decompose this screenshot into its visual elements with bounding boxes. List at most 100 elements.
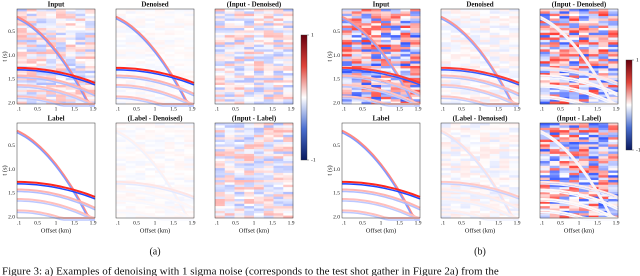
noise-cell	[264, 199, 274, 202]
noise-cell	[283, 14, 293, 17]
noise-cell	[490, 99, 500, 102]
noise-cell	[352, 9, 362, 12]
noise-cell	[274, 90, 284, 93]
noise-cell	[550, 173, 560, 176]
noise-cell	[244, 199, 254, 202]
noise-cell	[66, 99, 76, 102]
noise-cell	[235, 211, 245, 214]
noise-cell	[352, 47, 362, 50]
noise-cell	[37, 14, 47, 17]
noise-cell	[274, 175, 284, 178]
noise-cell	[264, 163, 274, 166]
noise-cell	[490, 33, 500, 36]
noise-cell	[461, 21, 471, 24]
noise-cell	[599, 156, 609, 159]
noise-cell	[509, 168, 519, 171]
noise-cell	[283, 147, 293, 150]
noise-cell	[184, 152, 194, 155]
noise-cell	[451, 206, 461, 209]
noise-cell	[381, 85, 391, 88]
noise-cell	[569, 23, 579, 26]
noise-cell	[85, 52, 95, 55]
noise-cell	[283, 99, 293, 102]
noise-cell	[461, 130, 471, 133]
noise-cell	[254, 135, 264, 138]
noise-cell	[145, 149, 155, 152]
noise-cell	[490, 152, 500, 155]
noise-cell	[235, 30, 245, 33]
noise-cell	[244, 197, 254, 200]
x-axis-label: Offset (km)	[366, 227, 396, 234]
noise-cell	[589, 168, 599, 171]
noise-cell	[244, 35, 254, 38]
noise-cell	[254, 211, 264, 214]
noise-cell	[579, 40, 589, 43]
noise-cell	[254, 175, 264, 178]
noise-cell	[27, 42, 37, 45]
noise-cell	[175, 178, 185, 181]
noise-cell	[274, 23, 284, 26]
noise-cell	[451, 14, 461, 17]
noise-cell	[165, 40, 175, 43]
noise-cell	[490, 156, 500, 159]
noise-cell	[274, 180, 284, 183]
colorbar	[626, 60, 632, 150]
noise-cell	[560, 130, 570, 133]
noise-cell	[579, 135, 589, 138]
noise-cell	[441, 123, 451, 126]
noise-cell	[569, 209, 579, 212]
noise-cell	[155, 47, 165, 50]
noise-cell	[410, 40, 420, 43]
noise-cell	[116, 147, 126, 150]
noise-cell	[56, 14, 66, 17]
noise-cell	[264, 211, 274, 214]
noise-cell	[509, 123, 519, 126]
noise-cell	[569, 83, 579, 86]
noise-cell	[540, 64, 550, 67]
noise-cell	[352, 52, 362, 55]
noise-cell	[490, 35, 500, 38]
noise-cell	[500, 68, 510, 71]
noise-cell	[126, 194, 136, 197]
noise-cell	[391, 99, 401, 102]
noise-cell	[608, 178, 618, 181]
noise-cell	[145, 209, 155, 212]
noise-cell	[401, 16, 411, 19]
noise-cell	[274, 76, 284, 79]
noise-cell	[490, 168, 500, 171]
noise-cell	[480, 156, 490, 159]
noise-cell	[509, 45, 519, 48]
noise-cell	[235, 11, 245, 14]
panel-title: (Input - Denoised)	[227, 1, 282, 9]
noise-cell	[490, 140, 500, 143]
noise-cell	[184, 28, 194, 31]
noise-cell	[56, 99, 66, 102]
noise-cell	[37, 59, 47, 62]
noise-cell	[540, 178, 550, 181]
noise-cell	[550, 159, 560, 162]
noise-cell	[579, 161, 589, 164]
noise-cell	[540, 38, 550, 41]
y-tick-label: 0.5	[333, 143, 340, 149]
noise-cell	[274, 99, 284, 102]
noise-cell	[46, 19, 56, 22]
noise-cell	[569, 135, 579, 138]
noise-cell	[540, 163, 550, 166]
noise-cell	[184, 66, 194, 69]
noise-cell	[235, 99, 245, 102]
noise-cell	[244, 19, 254, 22]
noise-cell	[550, 19, 560, 22]
noise-cell	[608, 149, 618, 152]
noise-cell	[608, 171, 618, 174]
noise-cell	[235, 87, 245, 90]
noise-cell	[579, 85, 589, 88]
noise-cell	[550, 11, 560, 14]
noise-cell	[254, 14, 264, 17]
noise-cell	[441, 140, 451, 143]
panel	[17, 123, 95, 220]
noise-cell	[410, 49, 420, 52]
noise-cell	[126, 54, 136, 57]
noise-cell	[342, 38, 352, 41]
x-tick-label: 1.5	[71, 106, 78, 112]
noise-cell	[461, 140, 471, 143]
